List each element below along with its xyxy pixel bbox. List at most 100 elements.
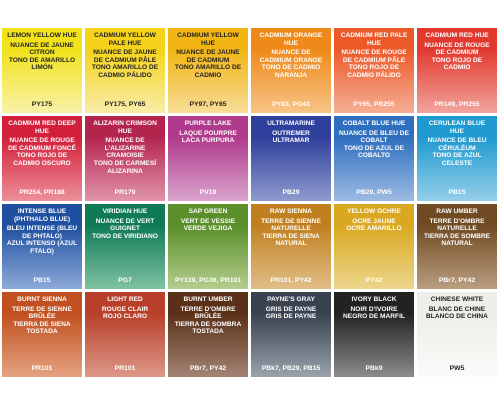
french-name: TERRE D'OMBRE BRÛLÉE xyxy=(180,305,236,321)
color-name: CADMIUM RED PALE HUE xyxy=(340,32,408,47)
color-name: LEMON YELLOW HUE xyxy=(7,32,77,39)
spanish-name: TIERRA DE SOMBRA TOSTADA xyxy=(174,320,242,336)
spanish-name: TONO DE CADMIO NARANJA xyxy=(261,64,321,79)
color-name: PAYNE'S GRAY xyxy=(267,296,315,303)
swatch: CADMIUM RED HUE NUANCE DE ROUGE DE CADMIU… xyxy=(417,28,497,113)
spanish-name: OCRE AMARILLO xyxy=(346,225,402,233)
swatch: LIGHT RED ROUGE CLAIR ROJO CLARO PR101 xyxy=(85,292,165,377)
spanish-name: TONO DE VIRIDIANO xyxy=(92,232,158,240)
french-name: NUANCE DE CADMIUM ORANGE xyxy=(259,49,323,64)
french-name: NOIR D'IVOIRE xyxy=(350,305,398,313)
pigment-code: PB29 xyxy=(282,189,300,197)
french-name: VERT DE VESSIE xyxy=(180,217,236,225)
spanish-name: TONO ROJO DE CADMIO PÁLIDO xyxy=(347,64,401,79)
color-name: LIGHT RED xyxy=(107,296,143,303)
french-name: TERRE D'OMBRE NATURELLE xyxy=(429,217,485,233)
spanish-name: TONO AMARILLO DE CADMIO PÁLIDO xyxy=(91,64,159,79)
swatch: COBALT BLUE HUE NUANCE DE BLEU DE COBALT T… xyxy=(334,116,414,201)
pigment-code: PBr7, PY42 xyxy=(438,277,476,285)
swatch: SAP GREEN VERT DE VESSIE VERDE VEJIGA PY139… xyxy=(168,204,248,289)
pigment-code: PB15 xyxy=(33,277,51,285)
swatch: CADMIUM RED DEEP HUE NUANCE DE ROUGE DE C… xyxy=(2,116,82,201)
french-name: TERRE DE SIENNE NATURELLE xyxy=(261,217,321,233)
color-name: BURNT UMBER xyxy=(183,296,233,303)
color-name: SAP GREEN xyxy=(188,208,228,215)
pigment-code: PY175 xyxy=(31,101,53,109)
color-name: CADMIUM RED HUE xyxy=(425,32,489,39)
french-name: NUANCE DE BLEU CÉRULÉUM xyxy=(427,137,487,152)
swatch: CADMIUM ORANGE HUE NUANCE DE CADMIUM ORAN… xyxy=(251,28,331,113)
french-name: NUANCE DE ROUGE DE CADMIUM PÂLE xyxy=(341,49,407,64)
pigment-code: PR101 xyxy=(31,365,53,373)
pigment-code: PR149, PR255 xyxy=(434,101,480,109)
swatch: YELLOW OCHRE OCRE JAUNE OCRE AMARILLO PY42 xyxy=(334,204,414,289)
pigment-code: PY139, PG36, PR101 xyxy=(174,277,242,285)
swatch: CHINESE WHITE BLANC DE CHINE BLANCO DE CHI… xyxy=(417,292,497,377)
pigment-code: PBk9 xyxy=(365,365,383,373)
french-name: NUANCE DE L'ALIZARINE CRAMOISIE xyxy=(104,137,146,160)
swatch: LEMON YELLOW HUE NUANCE DE JAUNE CITRON TO… xyxy=(2,28,82,113)
pigment-code: PB15 xyxy=(448,189,466,197)
pigment-code: PR179 xyxy=(114,189,136,197)
color-name: PURPLE LAKE xyxy=(184,120,232,127)
pigment-code: PB29, PW5 xyxy=(356,189,392,197)
color-name: COBALT BLUE HUE xyxy=(342,120,406,127)
swatch: CADMIUM YELLOW HUE NUANCE DE JAUNE DE CAD… xyxy=(168,28,248,113)
swatch: IVORY BLACK NOIR D'IVOIRE NEGRO DE MARFIL P… xyxy=(334,292,414,377)
swatch: CADMIUM YELLOW PALE HUE NUANCE DE JAUNE D… xyxy=(85,28,165,113)
french-name: GRIS DE PAYNE xyxy=(265,305,317,313)
swatch: RAW UMBER TERRE D'OMBRE NATURELLE TIERRA D… xyxy=(417,204,497,289)
swatch: PURPLE LAKE LAQUE POURPRE LACA PURPURA PV19 xyxy=(168,116,248,201)
swatch: BURNT UMBER TERRE D'OMBRE BRÛLÉE TIERRA DE… xyxy=(168,292,248,377)
french-name: NUANCE DE JAUNE DE CADMIUM PÂLE xyxy=(93,49,157,64)
pigment-code: PY97, PY65 xyxy=(189,101,227,109)
spanish-name: TIERRA DE SIENA TOSTADA xyxy=(13,320,71,336)
spanish-name: GRIS DE PAYNE xyxy=(265,313,317,321)
swatch: INTENSE BLUE (PHTHALO BLUE) BLEU INTENSE … xyxy=(2,204,82,289)
pigment-code: PY42 xyxy=(365,277,383,285)
pigment-code: PR254, PR188 xyxy=(19,189,65,197)
french-name: NUANCE DE JAUNE CITRON xyxy=(10,41,74,57)
pigment-code: PV19 xyxy=(199,189,217,197)
swatch: ALIZARIN CRIMSON HUE NUANCE DE L'ALIZARIN… xyxy=(85,116,165,201)
pigment-code: PBr7, PY42 xyxy=(189,365,227,373)
spanish-name: TONO ROJO DE CADMIO xyxy=(431,56,483,72)
swatch: BURNT SIENNA TERRE DE SIENNE BRÛLÉE TIERRA… xyxy=(2,292,82,377)
pigment-code: PBk7, PB29, PB15 xyxy=(261,365,321,373)
spanish-name: TONO DE AZUL DE COBALTO xyxy=(344,144,404,160)
pigment-code: PR101 xyxy=(114,365,136,373)
pigment-code: PY65, PR255 xyxy=(353,101,395,109)
color-name: CHINESE WHITE xyxy=(430,296,484,303)
french-name: NUANCE DE ROUGE DE CADMIUM xyxy=(424,41,490,57)
pigment-code: PY83, PO43 xyxy=(272,101,310,109)
french-name: NUANCE DE VERT GUIGNET xyxy=(95,217,155,233)
french-name: LAQUE POURPRE xyxy=(179,129,237,137)
swatch: VIRIDIAN HUE NUANCE DE VERT GUIGNET TONO D… xyxy=(85,204,165,289)
pigment-code: PY175, PY65 xyxy=(104,101,146,109)
french-name: BLEU INTENSE (BLEU DE PHTALO) xyxy=(6,225,78,240)
color-name: CERULEAN BLUE HUE xyxy=(428,120,486,135)
spanish-name: TIERRA DE SIENA NATURAL xyxy=(262,232,320,248)
spanish-name: TIERRA DE SOMBRE NATURAL xyxy=(423,232,491,248)
color-name: VIRIDIAN HUE xyxy=(102,208,148,215)
spanish-name: NEGRO DE MARFIL xyxy=(343,313,405,321)
color-name: ALIZARIN CRIMSON HUE xyxy=(93,120,157,135)
swatch: ULTRAMARINE OUTREMER ULTRAMAR PB29 xyxy=(251,116,331,201)
french-name: NUANCE DE JAUNE DE CADMIUM xyxy=(176,49,240,64)
color-name: CADMIUM RED DEEP HUE xyxy=(8,120,76,135)
spanish-name: ROJO CLARO xyxy=(103,313,147,321)
french-name: OCRE JAUNE xyxy=(352,217,396,225)
pigment-code: PW5 xyxy=(449,365,465,373)
spanish-name: TONO ROJO DE CADMIO OSCURO xyxy=(13,152,71,167)
spanish-name: BLANCO DE CHINA xyxy=(426,313,488,321)
spanish-name: LACA PURPURA xyxy=(181,137,235,145)
color-name: YELLOW OCHRE xyxy=(347,208,401,215)
swatch: RAW SIENNA TERRE DE SIENNE NATURELLE TIERR… xyxy=(251,204,331,289)
swatch: CERULEAN BLUE HUE NUANCE DE BLEU CÉRULÉUM… xyxy=(417,116,497,201)
color-name: RAW SIENNA xyxy=(269,208,313,215)
color-name: CADMIUM YELLOW PALE HUE xyxy=(94,32,156,47)
french-name: TERRE DE SIENNE BRÛLÉE xyxy=(12,305,72,321)
spanish-name: AZUL INTENSO (AZUL FTALO) xyxy=(6,240,78,255)
french-name: ROUGE CLAIR xyxy=(101,305,149,313)
